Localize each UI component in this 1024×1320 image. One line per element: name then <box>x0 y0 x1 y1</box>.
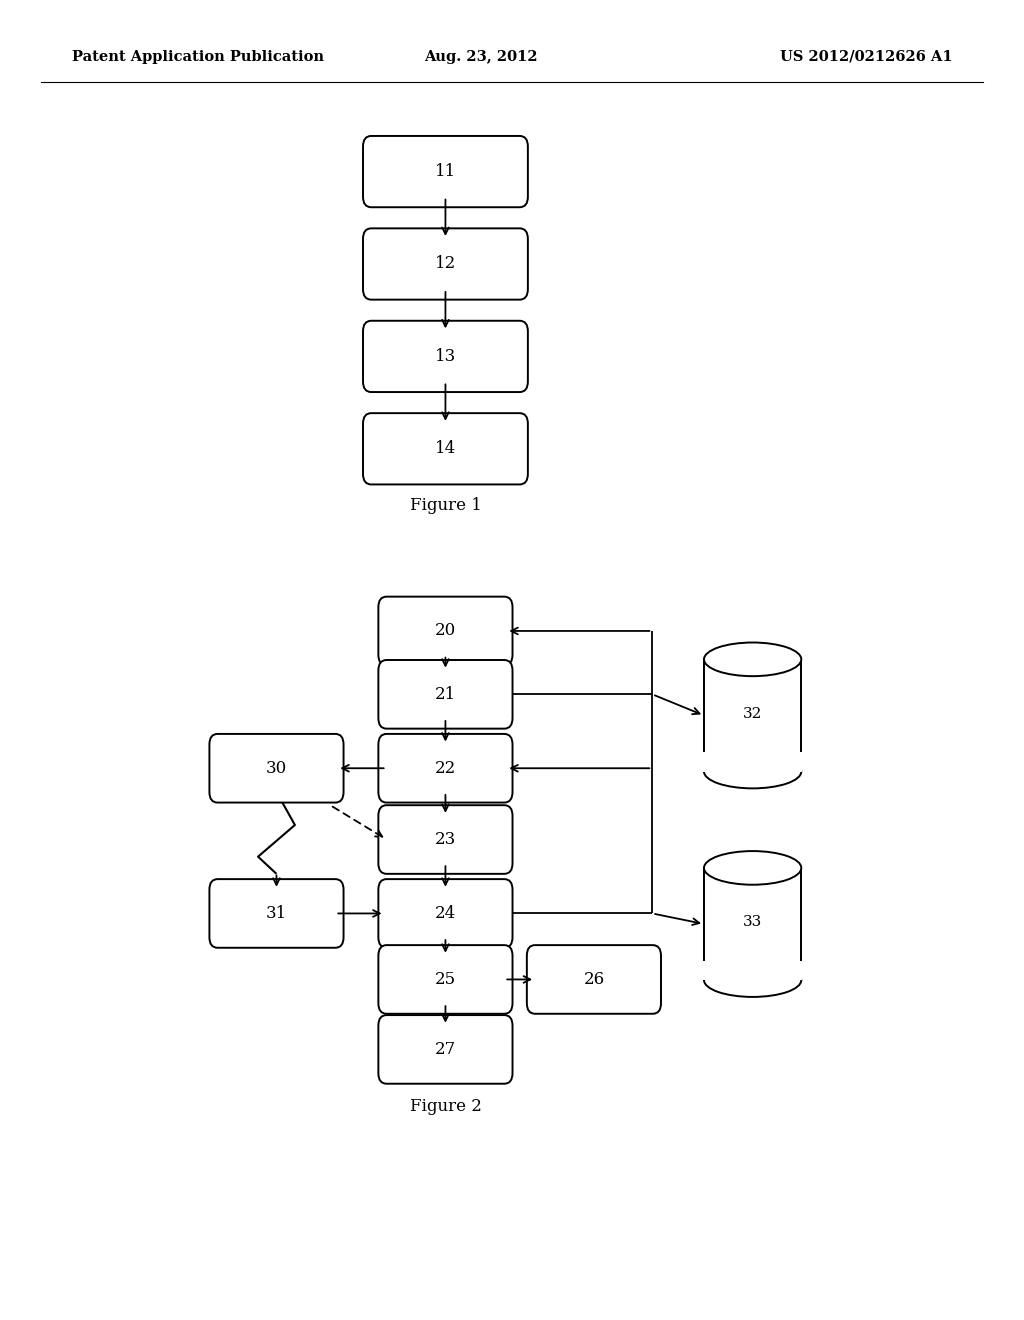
Text: 22: 22 <box>435 760 456 776</box>
Ellipse shape <box>705 964 801 997</box>
Text: 11: 11 <box>435 164 456 180</box>
FancyBboxPatch shape <box>210 734 344 803</box>
Text: 26: 26 <box>584 972 604 987</box>
Text: Aug. 23, 2012: Aug. 23, 2012 <box>425 50 538 63</box>
Ellipse shape <box>705 755 801 788</box>
Bar <box>705 659 801 771</box>
Text: Figure 2: Figure 2 <box>410 1098 481 1114</box>
Text: 14: 14 <box>435 441 456 457</box>
Ellipse shape <box>705 851 801 884</box>
Bar <box>705 869 801 979</box>
Text: Figure 1: Figure 1 <box>410 498 481 513</box>
FancyBboxPatch shape <box>379 879 512 948</box>
FancyBboxPatch shape <box>379 805 512 874</box>
Text: 12: 12 <box>435 256 456 272</box>
FancyBboxPatch shape <box>379 734 512 803</box>
Text: 13: 13 <box>435 348 456 364</box>
Text: 27: 27 <box>435 1041 456 1057</box>
Text: US 2012/0212626 A1: US 2012/0212626 A1 <box>779 50 952 63</box>
Text: 24: 24 <box>435 906 456 921</box>
FancyBboxPatch shape <box>379 945 512 1014</box>
Text: 32: 32 <box>743 706 762 721</box>
FancyBboxPatch shape <box>210 879 344 948</box>
Text: 23: 23 <box>435 832 456 847</box>
Text: 30: 30 <box>266 760 287 776</box>
FancyBboxPatch shape <box>362 228 528 300</box>
FancyBboxPatch shape <box>362 321 528 392</box>
FancyBboxPatch shape <box>362 136 528 207</box>
FancyBboxPatch shape <box>526 945 662 1014</box>
Bar <box>702 961 803 979</box>
Text: 20: 20 <box>435 623 456 639</box>
Text: 33: 33 <box>743 915 762 929</box>
Bar <box>702 752 803 771</box>
FancyBboxPatch shape <box>379 1015 512 1084</box>
Text: 25: 25 <box>435 972 456 987</box>
FancyBboxPatch shape <box>362 413 528 484</box>
Text: Patent Application Publication: Patent Application Publication <box>72 50 324 63</box>
Text: 21: 21 <box>435 686 456 702</box>
FancyBboxPatch shape <box>379 660 512 729</box>
Ellipse shape <box>705 643 801 676</box>
FancyBboxPatch shape <box>379 597 512 665</box>
Text: 31: 31 <box>266 906 287 921</box>
